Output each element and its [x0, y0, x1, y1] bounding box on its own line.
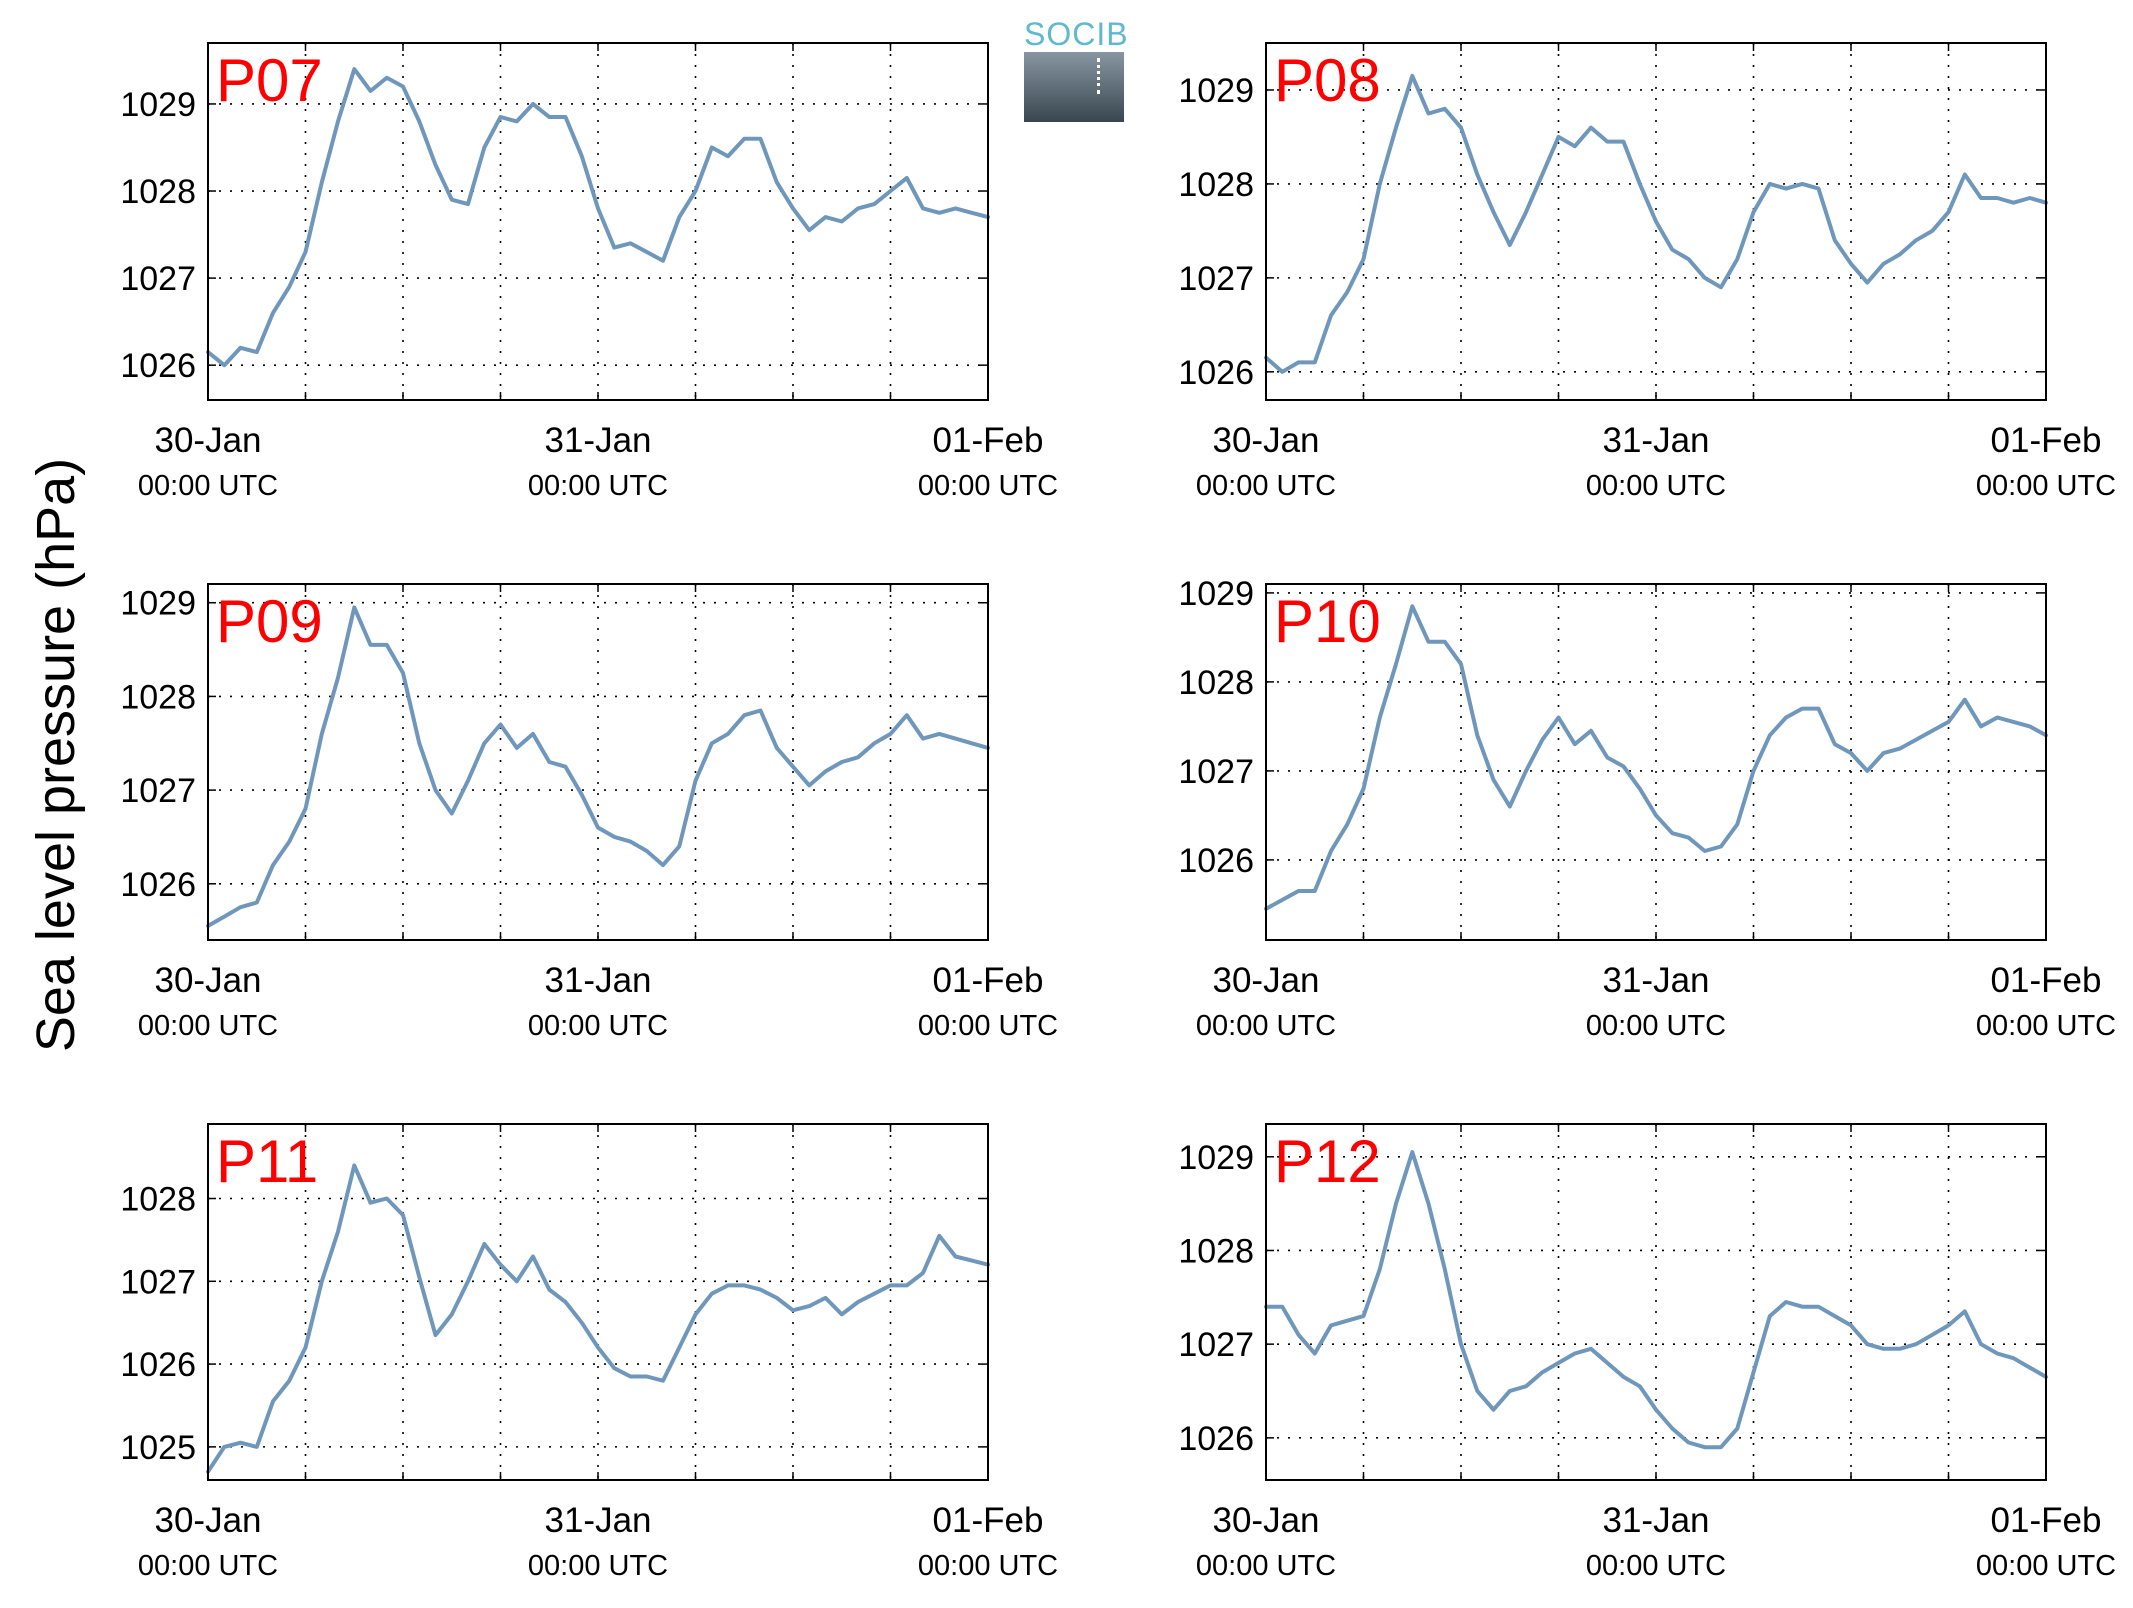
- panel-p09: 1026 1027 1028 1029 30-Jan 00:00 UTC 31-Jan 00:…: [120, 583, 1058, 1042]
- y-tick-label: 1027: [1178, 1326, 1254, 1364]
- x-tick-time-label: 00:00 UTC: [138, 1550, 278, 1582]
- x-tick-time-label: 00:00 UTC: [1976, 470, 2116, 502]
- x-tick-time-label: 00:00 UTC: [138, 470, 278, 502]
- x-tick-date-label: 01-Feb: [1991, 421, 2102, 460]
- x-tick-date-label: 01-Feb: [1991, 1501, 2102, 1540]
- x-tick-time-label: 00:00 UTC: [1196, 1550, 1336, 1582]
- plot-area: [208, 43, 988, 400]
- x-tick-time-label: 00:00 UTC: [918, 1010, 1058, 1042]
- x-tick-time-label: 00:00 UTC: [528, 1550, 668, 1582]
- plot-frame: [1265, 1123, 2047, 1481]
- y-tick-label: 1029: [120, 86, 196, 124]
- series-line-p11: [206, 1163, 990, 1474]
- y-tick-label: 1029: [120, 585, 196, 623]
- panel-label: P07: [216, 47, 323, 114]
- socib-logo-emblem: [1024, 52, 1124, 122]
- y-tick-label: 1026: [120, 866, 196, 904]
- y-tick-label: 1029: [1178, 575, 1254, 613]
- y-tick-label: 1025: [120, 1429, 196, 1467]
- x-tick-date-label: 01-Feb: [933, 421, 1044, 460]
- y-tick-label: 1026: [1178, 1420, 1254, 1458]
- x-tick-date-label: 31-Jan: [1602, 421, 1709, 460]
- y-tick-label: 1027: [120, 260, 196, 298]
- panel-p10: 1026 1027 1028 1029 30-Jan 00:00 UTC 31-Jan 00:…: [1178, 575, 2116, 1042]
- y-tick-label: 1027: [120, 772, 196, 810]
- x-tick-time-label: 00:00 UTC: [1586, 1550, 1726, 1582]
- x-tick-date-label: 01-Feb: [1991, 961, 2102, 1000]
- y-tick-label: 1028: [120, 678, 196, 716]
- plot-frame: [1265, 42, 2047, 401]
- x-tick-time-label: 00:00 UTC: [1196, 1010, 1336, 1042]
- panel-label: P11: [216, 1128, 318, 1195]
- panel-label: P10: [1274, 588, 1381, 655]
- x-tick-date-label: 31-Jan: [1602, 1501, 1709, 1540]
- x-tick-date-label: 30-Jan: [1212, 421, 1319, 460]
- y-tick-label: 1026: [1178, 354, 1254, 392]
- x-tick-time-label: 00:00 UTC: [1976, 1550, 2116, 1582]
- x-tick-time-label: 00:00 UTC: [918, 470, 1058, 502]
- x-tick-time-label: 00:00 UTC: [1586, 1010, 1726, 1042]
- series-line-p12: [1264, 1150, 2048, 1450]
- y-tick-label: 1027: [120, 1263, 196, 1301]
- plot-frame: [207, 583, 989, 941]
- socib-logo: SOCIB: [1024, 16, 1129, 122]
- x-tick-date-label: 31-Jan: [544, 961, 651, 1000]
- y-tick-label: 1028: [1178, 664, 1254, 702]
- x-tick-date-label: 30-Jan: [1212, 1501, 1319, 1540]
- x-tick-time-label: 00:00 UTC: [528, 470, 668, 502]
- x-tick-date-label: 30-Jan: [154, 1501, 261, 1540]
- plot-frame: [1265, 583, 2047, 941]
- y-tick-label: 1029: [1178, 1139, 1254, 1177]
- x-tick-date-label: 30-Jan: [154, 961, 261, 1000]
- plot-frame: [207, 1123, 989, 1481]
- panel-p07: 1026 1027 1028 1029 30-Jan 00:00 UTC 31-Jan 00:…: [120, 42, 1058, 502]
- x-tick-date-label: 31-Jan: [544, 421, 651, 460]
- x-tick-date-label: 31-Jan: [1602, 961, 1709, 1000]
- x-tick-date-label: 30-Jan: [154, 421, 261, 460]
- panel-p11: 1025 1026 1027 1028 30-Jan 00:00 UTC 31-Jan 00:…: [120, 1123, 1058, 1582]
- x-tick-time-label: 00:00 UTC: [1586, 470, 1726, 502]
- y-tick-label: 1026: [1178, 842, 1254, 880]
- socib-logo-text: SOCIB: [1024, 16, 1129, 52]
- series-line-p10: [1264, 604, 2048, 911]
- y-tick-label: 1028: [1178, 1232, 1254, 1270]
- socib-logo-dash: [1097, 58, 1100, 94]
- panel-p12: 1026 1027 1028 1029 30-Jan 00:00 UTC 31-Jan 00:…: [1178, 1123, 2116, 1582]
- y-axis-label: Sea level pressure (hPa): [26, 457, 86, 1053]
- y-tick-label: 1026: [120, 347, 196, 385]
- x-tick-date-label: 30-Jan: [1212, 961, 1319, 1000]
- panel-p08: 1026 1027 1028 1029 30-Jan 00:00 UTC 31-Jan 00:…: [1178, 42, 2116, 502]
- x-tick-date-label: 01-Feb: [933, 961, 1044, 1000]
- panel-label: P12: [1274, 1128, 1381, 1195]
- y-tick-label: 1028: [120, 173, 196, 211]
- x-tick-time-label: 00:00 UTC: [1196, 470, 1336, 502]
- series-line-p09: [206, 605, 990, 928]
- plot-frame: [207, 42, 989, 401]
- series-line-p07: [206, 67, 990, 368]
- y-tick-label: 1028: [1178, 166, 1254, 204]
- panel-label: P08: [1274, 47, 1381, 114]
- y-tick-label: 1028: [120, 1181, 196, 1219]
- panel-label: P09: [216, 588, 323, 655]
- series-line-p08: [1264, 73, 2048, 374]
- x-tick-time-label: 00:00 UTC: [528, 1010, 668, 1042]
- x-tick-date-label: 01-Feb: [933, 1501, 1044, 1540]
- x-tick-time-label: 00:00 UTC: [1976, 1010, 2116, 1042]
- y-tick-label: 1027: [1178, 753, 1254, 791]
- x-tick-time-label: 00:00 UTC: [138, 1010, 278, 1042]
- y-tick-label: 1029: [1178, 72, 1254, 110]
- x-tick-date-label: 31-Jan: [544, 1501, 651, 1540]
- x-tick-time-label: 00:00 UTC: [918, 1550, 1058, 1582]
- y-tick-label: 1026: [120, 1346, 196, 1384]
- y-tick-label: 1027: [1178, 260, 1254, 298]
